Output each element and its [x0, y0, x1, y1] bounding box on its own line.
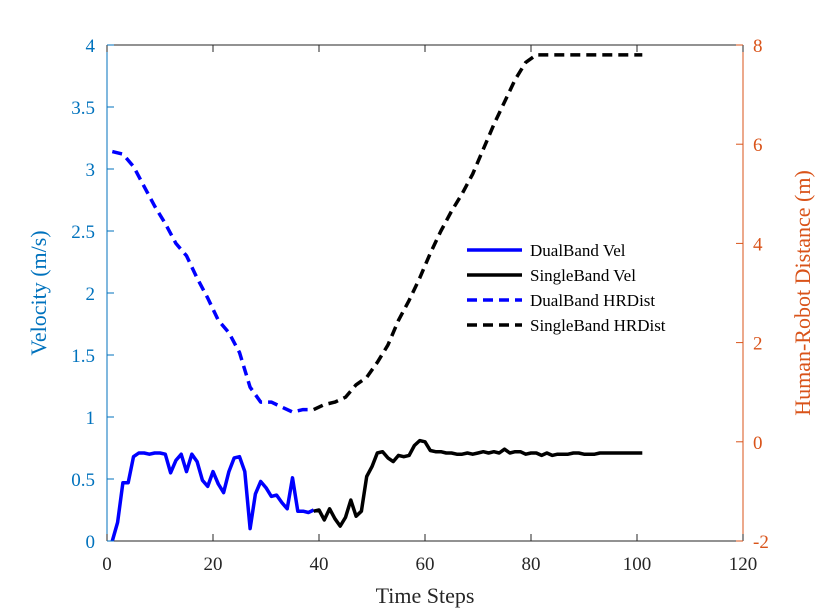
right-y-tick-label-3: 4 [753, 234, 763, 255]
left-y-tick-label-0: 0 [86, 532, 96, 553]
x-tick-label-40: 40 [310, 554, 329, 575]
x-tick-label-20: 20 [204, 554, 223, 575]
right-y-tick-label-4: 6 [753, 135, 763, 156]
left-y-tick-label-8: 4 [86, 36, 96, 57]
legend-label-singleband-hrdist: SingleBand HRDist [530, 316, 666, 335]
legend-label-dualband-hrdist: DualBand HRDist [530, 291, 655, 310]
x-tick-label-0: 0 [102, 554, 112, 575]
x-tick-label-120: 120 [729, 554, 758, 575]
x-axis-title: Time Steps [376, 583, 475, 608]
series-line-singleband-hrdist [312, 53, 643, 412]
legend-label-singleband-vel: SingleBand Vel [530, 266, 636, 285]
left-y-tick-label-4: 2 [86, 284, 96, 305]
left-y-tick-label-6: 3 [86, 160, 96, 181]
x-tick-label-60: 60 [416, 554, 435, 575]
x-tick-label-100: 100 [623, 554, 652, 575]
right-y-tick-label-0: -2 [753, 532, 769, 553]
series-line-dualband-vel [110, 451, 315, 542]
legend-label-dualband-vel: DualBand Vel [530, 241, 626, 260]
right-y-axis-title: Human-Robot Distance (m) [790, 170, 815, 416]
left-y-tick-label-2: 1 [86, 408, 96, 429]
left-y-tick-label-7: 3.5 [71, 98, 95, 119]
left-y-tick-label-3: 1.5 [71, 346, 95, 367]
left-y-tick-label-5: 2.5 [71, 222, 95, 243]
axes-layer: 0 20 40 60 80 100 120 0 0.5 1 1.5 2 2.5 3 3.5 4 -2 0 2 4 6 8 [71, 36, 769, 575]
legend: DualBand Vel SingleBand Vel DualBand HRDis… [467, 241, 666, 335]
right-y-tick-label-1: 0 [753, 433, 763, 454]
series-line-singleband-vel [313, 438, 643, 528]
right-y-tick-label-2: 2 [753, 334, 763, 355]
right-y-tick-label-5: 8 [753, 36, 763, 57]
x-tick-label-80: 80 [522, 554, 541, 575]
series-layer [110, 53, 643, 542]
left-y-tick-label-1: 0.5 [71, 470, 95, 491]
series-line-dualband-hrdist [111, 149, 314, 414]
left-y-axis-title: Velocity (m/s) [26, 230, 51, 355]
